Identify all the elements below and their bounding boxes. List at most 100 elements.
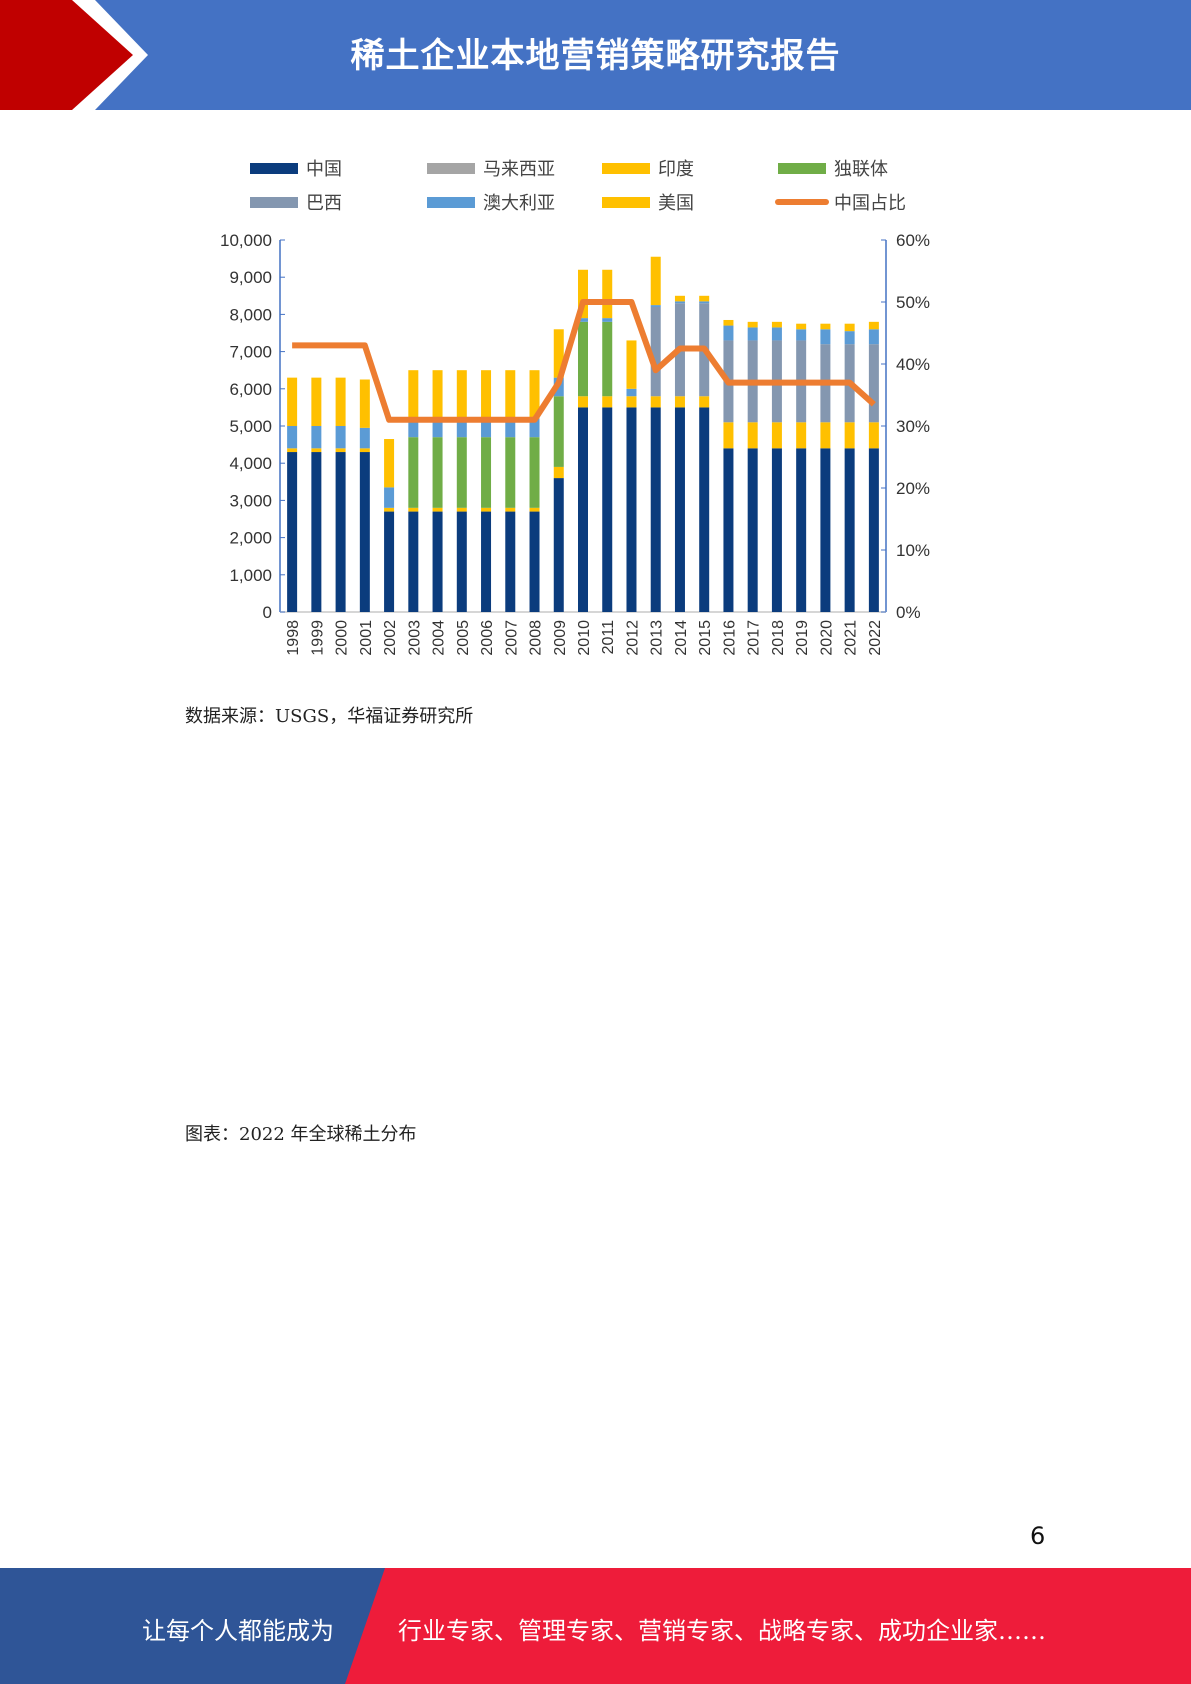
legend-swatch <box>427 163 475 174</box>
bar-segment <box>844 422 855 449</box>
bar-segment <box>384 439 395 488</box>
bar-segment <box>311 377 322 426</box>
bar-segment <box>505 437 516 508</box>
bar-segment <box>553 396 564 467</box>
bar-segment <box>456 437 467 508</box>
bar-segment <box>311 452 322 612</box>
x-tick-label: 2006 <box>479 620 496 656</box>
bar-segment <box>844 448 855 612</box>
bar-segment <box>456 418 467 438</box>
bar-segment <box>699 407 710 612</box>
bar-segment <box>578 321 588 397</box>
footer-slogan-right: 行业专家、管理专家、营销专家、战略专家、成功企业家…… <box>398 1617 1046 1645</box>
bar-segment <box>359 452 370 612</box>
bar-segment <box>844 331 855 345</box>
legend-label: 中国 <box>306 159 342 180</box>
bar-segment <box>820 448 831 612</box>
legend-swatch <box>778 163 826 174</box>
y-tick-label-left: 10,000 <box>220 231 272 250</box>
footer-banner: 让每个人都能成为 行业专家、管理专家、营销专家、战略专家、成功企业家…… <box>0 1568 1191 1684</box>
bar-segment <box>747 327 758 341</box>
x-tick-label: 2015 <box>697 620 714 656</box>
bar-segment <box>796 448 807 612</box>
bar-segment <box>650 396 661 408</box>
bar-segment <box>505 370 516 419</box>
x-tick-label: 2007 <box>503 620 520 656</box>
bar-segment <box>650 407 661 612</box>
bar-segment <box>674 295 685 302</box>
bar-segment <box>820 323 831 330</box>
bar-segment <box>699 301 710 304</box>
bar-segment <box>456 511 467 612</box>
bar-segment <box>820 422 831 449</box>
bar-segment <box>505 507 516 512</box>
x-tick-label: 2009 <box>552 620 569 656</box>
x-tick-label: 2021 <box>843 620 860 656</box>
bar-segment <box>408 511 419 612</box>
figure-caption: 图表：2022 年全球稀土分布 <box>185 1124 417 1145</box>
y-tick-label-left: 3,000 <box>229 491 272 510</box>
bar-segment <box>335 377 346 426</box>
bar-segment <box>723 325 734 341</box>
x-tick-label: 2011 <box>600 620 617 655</box>
y-tick-label-right: 30% <box>896 417 930 436</box>
x-tick-label: 2005 <box>455 620 472 656</box>
bar-segment <box>747 422 758 449</box>
bar-segment <box>844 323 855 332</box>
bar-segment <box>674 407 685 612</box>
legend-swatch <box>602 163 650 174</box>
bar-segment <box>868 344 879 423</box>
bar-segment <box>771 422 782 449</box>
bar-segment <box>432 370 443 419</box>
bar-segment <box>626 407 637 612</box>
bar-segment <box>432 418 443 438</box>
x-tick-label: 2000 <box>334 620 351 656</box>
bar-segment <box>481 507 492 512</box>
legend-label: 独联体 <box>834 159 888 180</box>
header-decoration <box>0 0 148 110</box>
bar-segment <box>626 396 637 408</box>
y-tick-label-right: 20% <box>896 479 930 498</box>
chart-svg: 0 1,000 2,000 3,000 4,000 5,000 6,000 7,000 8,00… <box>220 159 930 656</box>
y-tick-label-right: 0% <box>896 603 921 622</box>
x-tick-label: 2013 <box>649 620 666 656</box>
legend-label: 美国 <box>658 193 694 214</box>
bar-segment <box>723 448 734 612</box>
bar-segment <box>481 418 492 438</box>
bar-segment <box>626 340 637 389</box>
legend-label: 马来西亚 <box>483 159 555 180</box>
y-tick-label-left: 6,000 <box>229 380 272 399</box>
x-tick-label: 2012 <box>624 620 641 656</box>
legend-label: 巴西 <box>306 193 342 214</box>
bar-segment <box>553 478 564 612</box>
bar-segment <box>820 329 831 345</box>
x-tick-label: 2022 <box>867 620 884 656</box>
bar-segment <box>384 507 395 512</box>
bar-segment <box>505 418 516 438</box>
bar-segment <box>505 511 516 612</box>
footer-decoration <box>0 1568 385 1684</box>
bar-segment <box>578 396 588 408</box>
bar-segment <box>699 295 710 302</box>
bar-segment <box>771 327 782 341</box>
bar-segment <box>384 487 395 508</box>
bar-segment <box>529 370 540 419</box>
bar-segment <box>408 437 419 508</box>
x-tick-label: 2017 <box>746 620 763 656</box>
bar-segment <box>311 426 322 449</box>
bar-segment <box>578 407 588 612</box>
bar-segment <box>311 448 322 453</box>
bar-segment <box>481 511 492 612</box>
footer-slogan-left: 让每个人都能成为 <box>142 1617 334 1645</box>
bar-segment <box>796 329 807 341</box>
x-tick-label: 2002 <box>382 620 399 656</box>
bar-segment <box>287 426 298 449</box>
y-tick-label-left: 0 <box>263 603 272 622</box>
bar-segment <box>747 448 758 612</box>
y-tick-label-left: 7,000 <box>229 343 272 362</box>
bar-segment <box>578 318 588 322</box>
y-tick-label-right: 50% <box>896 293 930 312</box>
bar-segment <box>868 321 879 330</box>
bar-segment <box>553 466 564 479</box>
rare-earth-production-chart: 0 1,000 2,000 3,000 4,000 5,000 6,000 7,000 8,00… <box>180 140 960 680</box>
